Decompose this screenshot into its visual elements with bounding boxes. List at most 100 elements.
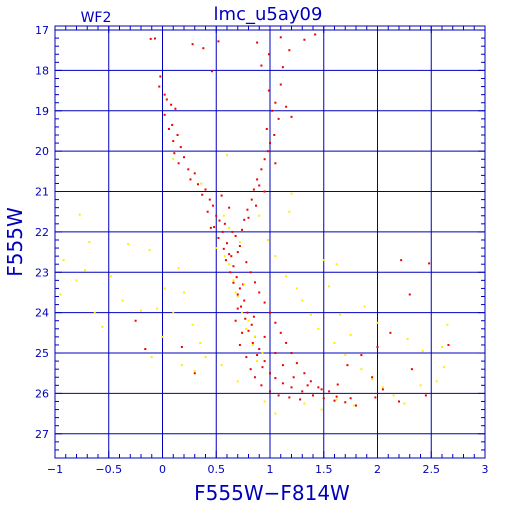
red-star-point (209, 226, 212, 229)
red-star-point (349, 397, 352, 400)
red-star-point (398, 400, 400, 403)
red-star-point (223, 222, 226, 225)
red-star-point (269, 142, 271, 145)
yellow-star-point (62, 259, 65, 262)
red-star-point (261, 366, 264, 369)
yellow-star-point (172, 158, 175, 161)
y-tick-label: 17 (35, 24, 49, 37)
red-star-point (201, 193, 204, 196)
yellow-star-point (172, 311, 175, 314)
yellow-star-point (75, 279, 78, 282)
red-star-point (355, 404, 357, 407)
red-star-point (193, 372, 196, 375)
red-star-point (267, 53, 270, 56)
red-star-point (279, 83, 282, 86)
red-star-point (346, 364, 349, 367)
red-star-point (229, 271, 232, 274)
red-star-point (230, 255, 233, 258)
red-star-point (314, 33, 317, 36)
red-star-point (228, 253, 231, 256)
red-star-point (428, 262, 431, 265)
red-star-point (174, 107, 177, 110)
red-star-point (281, 382, 284, 385)
red-star-point (158, 85, 161, 88)
red-star-point (274, 101, 277, 104)
x-tick-label: 2.5 (423, 463, 441, 476)
x-tick-label: 0.5 (208, 463, 226, 476)
red-star-point (222, 247, 225, 250)
red-star-point (290, 115, 293, 118)
yellow-star-point (258, 214, 261, 217)
yellow-star-point (191, 323, 194, 326)
yellow-star-point (274, 412, 277, 415)
red-star-point (249, 271, 252, 274)
red-star-point (204, 188, 207, 191)
yellow-star-point (199, 341, 202, 344)
y-tick-label: 20 (35, 145, 49, 158)
yellow-star-point (109, 275, 112, 278)
red-star-point (134, 319, 137, 322)
ticks-layer: −1 −0.5 0 0.5 1 1.5 2 2.5 3 17 18 19 20 21 22 23 24 25 26 2… (35, 24, 489, 476)
red-star-point (303, 38, 306, 41)
red-star-point (187, 168, 190, 171)
yellow-star-point (121, 299, 124, 302)
red-star-point (279, 36, 282, 39)
red-star-point (285, 105, 288, 108)
red-star-point (281, 66, 284, 69)
red-star-point (247, 216, 250, 219)
yellow-star-point (228, 263, 231, 266)
y-tick-label: 22 (35, 226, 49, 239)
yellow-star-point (226, 154, 228, 157)
red-star-point (218, 219, 221, 222)
y-tick-label: 25 (35, 347, 49, 360)
red-star-point (217, 40, 220, 43)
red-star-point (236, 251, 239, 254)
yellow-star-point (376, 321, 379, 324)
yellow-star-point (381, 386, 384, 389)
panel-label: WF2 (81, 10, 112, 26)
yellow-star-point (333, 341, 336, 344)
red-star-point (389, 331, 392, 334)
yellow-star-point (241, 311, 244, 314)
yellow-star-point (236, 295, 239, 298)
red-star-point (288, 49, 291, 52)
red-star-point (258, 347, 261, 350)
x-tick-label: 1 (267, 463, 274, 476)
yellow-star-point (161, 335, 164, 338)
red-star-point (408, 293, 411, 296)
red-star-point (371, 376, 374, 379)
red-star-point (215, 214, 218, 217)
red-star-point (288, 396, 291, 399)
yellow-star-point (360, 368, 363, 371)
red-star-point (212, 204, 215, 207)
yellow-star-point (220, 364, 223, 367)
red-star-point (274, 162, 277, 165)
red-star-point (374, 396, 377, 399)
red-star-point (220, 194, 223, 197)
yellow-star-point (177, 267, 180, 270)
red-star-point (165, 98, 168, 101)
red-star-point (333, 399, 336, 402)
red-star-point (277, 117, 280, 120)
yellow-star-point (236, 380, 239, 383)
red-star-point (183, 156, 185, 159)
red-star-point (256, 41, 259, 44)
x-tick-label: 3 (482, 463, 489, 476)
red-star-point (267, 89, 270, 92)
red-star-point (274, 377, 277, 380)
x-tick-label: 0 (159, 463, 166, 476)
red-star-point (335, 395, 338, 398)
y-tick-label: 26 (35, 387, 49, 400)
red-star-point (232, 265, 235, 268)
red-star-point (172, 140, 175, 143)
red-star-point (236, 293, 239, 296)
red-star-point (253, 281, 256, 284)
yellow-star-point (261, 352, 264, 355)
yellow-star-point (301, 299, 304, 302)
red-star-point (265, 127, 268, 130)
yellow-star-point (363, 305, 366, 308)
red-star-point (269, 390, 271, 393)
red-star-point (290, 386, 293, 389)
red-star-point (253, 376, 256, 379)
y-tick-label: 21 (35, 186, 49, 199)
